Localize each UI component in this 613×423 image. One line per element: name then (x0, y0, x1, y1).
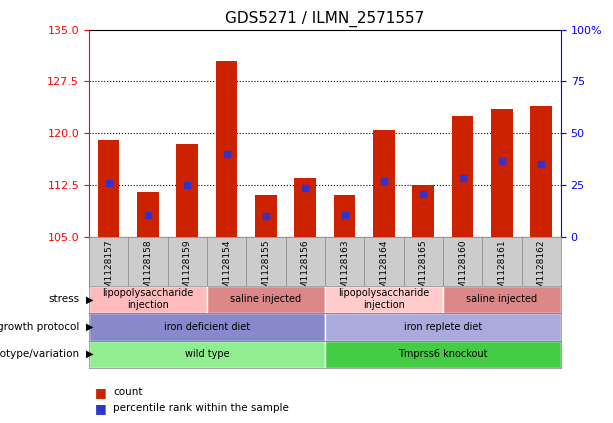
Text: GSM1128156: GSM1128156 (301, 239, 310, 300)
Bar (216, 61, 237, 237)
Text: growth protocol: growth protocol (0, 322, 80, 332)
Text: ■: ■ (95, 386, 107, 398)
Bar (207, 286, 325, 313)
Text: GSM1128160: GSM1128160 (458, 239, 467, 300)
Bar (97, 140, 120, 237)
Bar (294, 178, 316, 237)
Bar (255, 195, 276, 237)
Text: stress: stress (48, 294, 80, 304)
Bar (177, 144, 198, 237)
Text: GSM1128157: GSM1128157 (104, 239, 113, 300)
Bar (89, 313, 325, 341)
Text: iron replete diet: iron replete diet (404, 322, 482, 332)
Bar (325, 313, 561, 341)
Bar (333, 195, 356, 237)
Bar (325, 341, 561, 368)
Text: GSM1128159: GSM1128159 (183, 239, 192, 300)
Text: GSM1128154: GSM1128154 (222, 239, 231, 300)
Bar (373, 130, 395, 237)
Bar (491, 109, 512, 237)
Text: saline injected: saline injected (230, 294, 302, 304)
Text: ▶: ▶ (86, 322, 93, 332)
Text: GSM1128155: GSM1128155 (261, 239, 270, 300)
Text: count: count (113, 387, 143, 397)
Text: Tmprss6 knockout: Tmprss6 knockout (398, 349, 488, 359)
Text: GSM1128164: GSM1128164 (379, 239, 389, 300)
Text: GSM1128158: GSM1128158 (143, 239, 153, 300)
Text: GSM1128161: GSM1128161 (497, 239, 506, 300)
Text: GSM1128162: GSM1128162 (537, 239, 546, 300)
Text: wild type: wild type (185, 349, 229, 359)
Text: ▶: ▶ (86, 294, 93, 304)
Bar (530, 106, 552, 237)
Text: ■: ■ (95, 402, 107, 415)
Title: GDS5271 / ILMN_2571557: GDS5271 / ILMN_2571557 (225, 11, 425, 27)
Text: percentile rank within the sample: percentile rank within the sample (113, 403, 289, 413)
Text: lipopolysaccharide
injection: lipopolysaccharide injection (102, 288, 194, 310)
Text: iron deficient diet: iron deficient diet (164, 322, 250, 332)
Text: GSM1128163: GSM1128163 (340, 239, 349, 300)
Bar (452, 116, 473, 237)
Bar (413, 185, 434, 237)
Bar (137, 192, 159, 237)
Text: ▶: ▶ (86, 349, 93, 359)
Bar (89, 341, 325, 368)
Text: lipopolysaccharide
injection: lipopolysaccharide injection (338, 288, 430, 310)
Bar (89, 286, 207, 313)
Bar (443, 286, 561, 313)
Text: GSM1128165: GSM1128165 (419, 239, 428, 300)
Text: saline injected: saline injected (466, 294, 538, 304)
Text: genotype/variation: genotype/variation (0, 349, 80, 359)
Bar (325, 286, 443, 313)
